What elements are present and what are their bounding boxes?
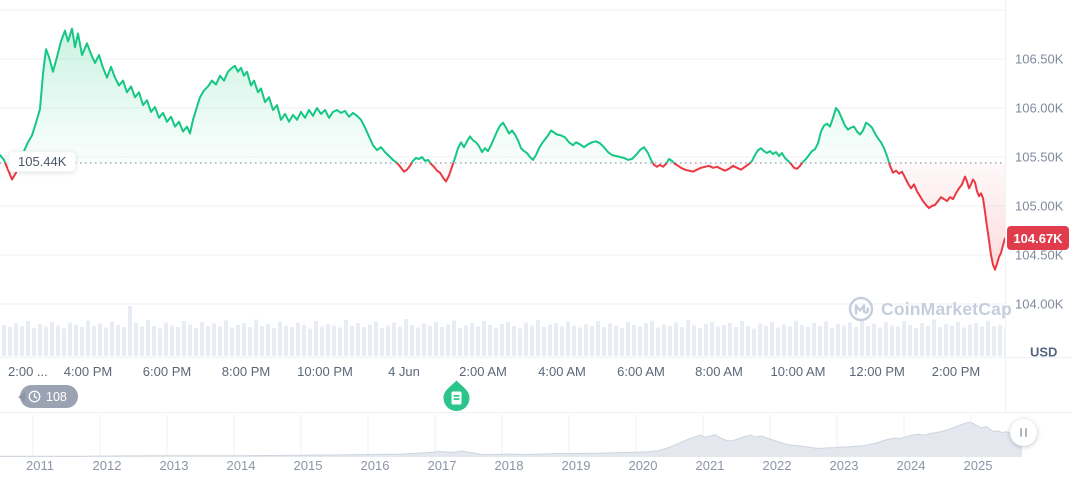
timeline-year-label: 2018 xyxy=(494,458,524,473)
news-event-marker[interactable] xyxy=(441,379,472,413)
y-axis-label: 106.50K xyxy=(1015,51,1064,67)
timeline-year-label: 2012 xyxy=(92,458,122,473)
x-axis-label: 2:00 ... xyxy=(8,364,48,379)
timeline-year-label: 2015 xyxy=(293,458,323,473)
range-scrubber-timeline[interactable]: 2011 2012 2013 2014 2015 2016 2017 2018 2019 2020… xyxy=(0,412,1072,477)
timeline-year-label: 2013 xyxy=(159,458,189,473)
price-line-up xyxy=(0,27,891,163)
x-axis-label: 2:00 AM xyxy=(459,364,507,379)
x-axis-label: 2:00 PM xyxy=(931,364,981,379)
timeline-year-label: 2011 xyxy=(26,458,54,473)
time-axis: 2:00 ... 4:00 PM 6:00 PM 8:00 PM 10:00 PM 4 J… xyxy=(0,362,1005,384)
timeline-year-label: 2023 xyxy=(829,458,859,473)
current-price-badge: 104.67K xyxy=(1007,226,1069,250)
x-axis-label: 10:00 AM xyxy=(770,364,826,379)
timeline-year-label: 2017 xyxy=(427,458,457,473)
price-axis: 106.50K 106.00K 105.50K 105.00K 104.50K 104.0… xyxy=(1005,0,1072,412)
chart-bottom-divider xyxy=(0,357,1072,358)
timeline-year-label: 2019 xyxy=(561,458,591,473)
x-axis-label: 6:00 AM xyxy=(617,364,665,379)
x-axis-label: 10:00 PM xyxy=(297,364,353,379)
all-time-mini-chart[interactable] xyxy=(0,413,1030,458)
x-axis-label: 6:00 PM xyxy=(142,364,192,379)
baseline-price-label: 105.44K xyxy=(8,151,77,172)
coinmarketcap-watermark: CoinMarketCap xyxy=(848,296,1012,322)
timeline-year-label: 2016 xyxy=(360,458,390,473)
history-clock-icon xyxy=(27,389,42,404)
y-axis-label: 104.00K xyxy=(1015,296,1064,312)
timeline-year-label: 2014 xyxy=(226,458,256,473)
timeline-year-label: 2020 xyxy=(628,458,658,473)
x-axis-label: 4:00 PM xyxy=(63,364,113,379)
y-axis-label: 106.00K xyxy=(1015,100,1064,116)
watermark-text: CoinMarketCap xyxy=(881,298,1012,319)
x-axis-label: 8:00 AM xyxy=(695,364,743,379)
timeline-year-label: 2021 xyxy=(695,458,725,473)
y-axis-label: 105.50K xyxy=(1015,149,1064,165)
x-axis-label: 4 Jun xyxy=(388,364,420,379)
x-axis-label: 4:00 AM xyxy=(538,364,586,379)
y-axis-unit-label: USD xyxy=(1030,344,1058,360)
handle-grip-icon xyxy=(1025,428,1027,437)
timeline-year-label: 2024 xyxy=(896,458,926,473)
range-handle[interactable] xyxy=(1010,419,1037,446)
timeline-year-label: 2022 xyxy=(762,458,792,473)
price-chart[interactable] xyxy=(0,0,1005,358)
y-axis-label: 104.50K xyxy=(1015,247,1064,263)
handle-grip-icon xyxy=(1020,428,1022,437)
history-badge[interactable]: 108 xyxy=(18,385,78,408)
timeline-year-label: 2025 xyxy=(963,458,993,473)
y-axis-label: 105.00K xyxy=(1015,198,1064,214)
coinmarketcap-logo-icon xyxy=(848,296,874,322)
x-axis-label: 12:00 PM xyxy=(849,364,905,379)
x-axis-label: 8:00 PM xyxy=(221,364,271,379)
history-count: 108 xyxy=(46,389,67,404)
